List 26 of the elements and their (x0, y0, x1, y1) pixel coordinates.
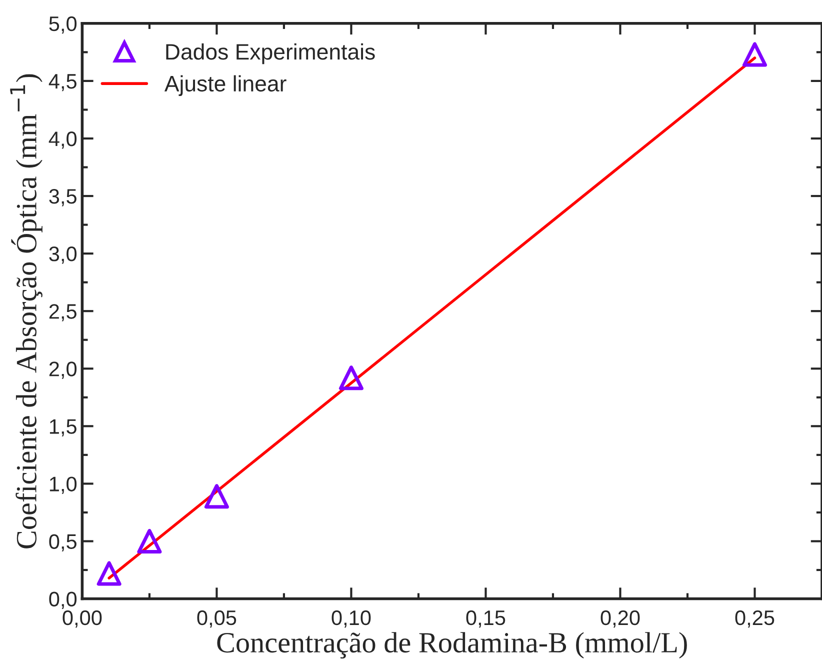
x-tick-label: 0,10 (332, 610, 371, 628)
y-tick-label: 3,5 (49, 189, 76, 206)
x-tick-label: 0,00 (62, 610, 102, 628)
point (338, 366, 364, 390)
y-tick-label: 2,0 (49, 362, 77, 379)
x-tick-label: 0,05 (197, 610, 236, 628)
y-tick-label: 1,5 (50, 419, 76, 436)
point (96, 561, 122, 586)
y-tick-label: 5,0 (49, 16, 77, 34)
legend-label: Ajuste linear (164, 75, 286, 96)
point (742, 42, 768, 67)
y-tick-label: 4,0 (48, 131, 77, 149)
point (137, 528, 162, 554)
y-axis-title: Coeficiente de Absorção Óptica (mm$^{−1}$) (10, 74, 42, 548)
y-tick-label: 4,5 (48, 74, 76, 92)
y-tick-label: 0,0 (49, 592, 77, 609)
x-tick-label: 0,25 (735, 610, 774, 628)
x-tick-label: 0,15 (466, 610, 506, 628)
legend-label: Dados Experimentais (166, 43, 375, 64)
point (204, 484, 229, 509)
y-tick-label: 3,0 (49, 246, 77, 264)
y-tick-label: 0,5 (49, 534, 76, 552)
x-tick-label: 0,20 (600, 610, 640, 628)
x-axis-title: Concentração de Rodamina-B (mmol/L) (217, 632, 687, 659)
y-tick-label: 2,5 (49, 304, 76, 322)
y-tick-label: 1,0 (50, 476, 77, 494)
